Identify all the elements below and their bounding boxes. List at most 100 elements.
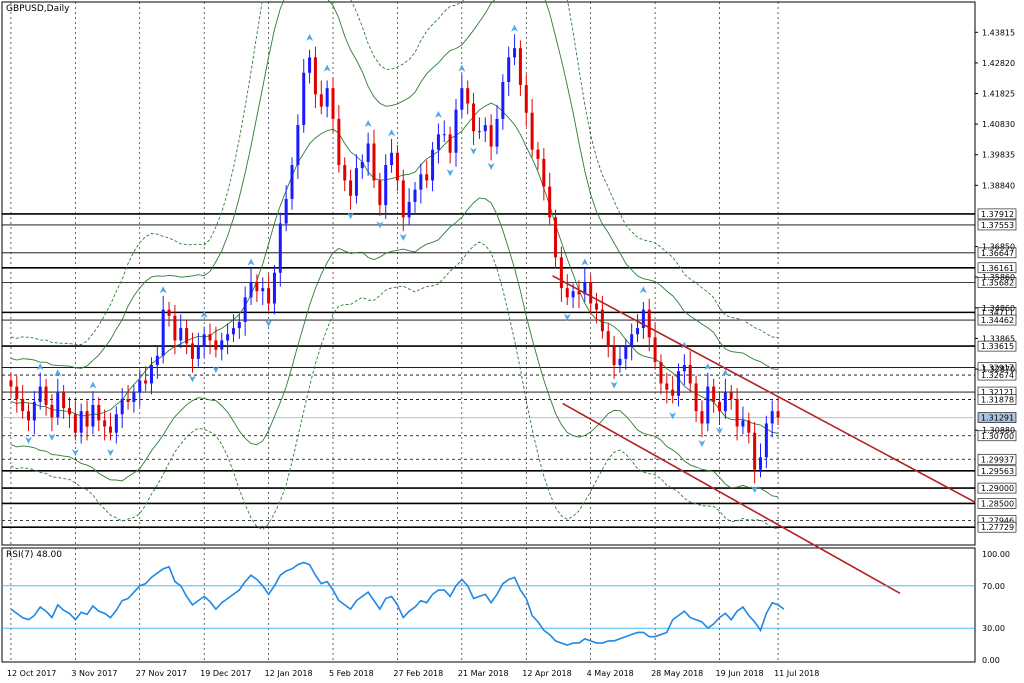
level-label-box: [977, 521, 1017, 533]
fractal-down-icon: [751, 486, 759, 494]
fractal-up-icon: [306, 33, 314, 41]
level-label-box: [977, 340, 1017, 352]
candle-body: [255, 281, 259, 292]
candle: [185, 320, 189, 355]
candle-body: [214, 340, 218, 350]
fractal-down-icon: [24, 436, 32, 444]
candle: [442, 120, 446, 142]
candle: [354, 154, 358, 204]
candle-body: [120, 398, 124, 415]
candle-body: [278, 223, 282, 273]
candle-body: [108, 426, 112, 433]
candle: [179, 314, 183, 349]
candle-body: [448, 134, 452, 153]
candle-body: [694, 383, 698, 412]
candle-body: [103, 420, 107, 427]
price-tick-label: 1.33865: [982, 334, 1015, 343]
candle-body: [249, 281, 253, 298]
fractal-up-icon: [247, 258, 255, 266]
fractal-down-icon: [48, 433, 56, 441]
fractal-down-icon: [399, 233, 407, 241]
candle: [718, 391, 722, 426]
date-tick-label: 12 Apr 2018: [522, 669, 571, 678]
candle: [190, 332, 194, 373]
candle-body: [577, 291, 581, 295]
price-tick-label: 1.43815: [982, 28, 1015, 37]
candle-body: [729, 392, 733, 399]
candle: [700, 400, 704, 438]
candle-body: [296, 125, 300, 166]
fractal-up-icon: [54, 369, 62, 377]
candle-body: [313, 57, 317, 95]
candle-body: [513, 48, 517, 58]
candle: [612, 335, 616, 379]
candle-body: [542, 158, 546, 187]
level-label: 1.33615: [981, 342, 1014, 351]
candle-body: [231, 328, 235, 335]
candle-body: [85, 411, 89, 427]
level-label: 1.31878: [981, 396, 1014, 405]
chart-title: GBPUSD,Daily: [6, 4, 70, 14]
candle-body: [536, 149, 540, 159]
candle-body: [114, 414, 118, 433]
date-tick-label: 19 Jun 2018: [716, 669, 764, 678]
level-label: 1.28500: [981, 499, 1014, 508]
middle-band: [10, 102, 779, 434]
candle: [114, 406, 118, 444]
fractal-down-icon: [265, 319, 273, 327]
candle-body: [753, 432, 757, 470]
candle-body: [97, 405, 101, 421]
candle: [507, 46, 511, 96]
rsi-tick-label: 30.00: [982, 624, 1005, 633]
candle: [284, 185, 288, 232]
candle: [343, 157, 347, 192]
level-label: 1.37912: [981, 210, 1014, 219]
candle-body: [44, 386, 48, 406]
candle-body: [589, 281, 593, 304]
candle: [319, 80, 323, 115]
candle: [606, 323, 610, 358]
level-label-box: [977, 369, 1017, 381]
candle: [249, 268, 253, 306]
candle: [641, 301, 645, 339]
candle-body: [600, 309, 604, 332]
candle: [577, 280, 581, 309]
candle-body: [688, 365, 692, 384]
level-label: 1.32674: [981, 371, 1014, 380]
candle-body: [425, 174, 429, 181]
candle-body: [73, 414, 77, 433]
candle-body: [349, 180, 353, 196]
candle-body: [612, 346, 616, 366]
candle: [559, 246, 563, 302]
candle: [272, 265, 276, 315]
level-label-box: [977, 314, 1017, 326]
level-label-box: [977, 412, 1017, 423]
candle: [79, 403, 83, 444]
candle: [208, 323, 212, 355]
candle: [595, 292, 599, 324]
candle: [196, 332, 200, 367]
candle: [390, 138, 394, 173]
channel-upper-line: [552, 275, 976, 503]
fractal-up-icon: [704, 363, 712, 371]
price-tick-label: 1.35860: [982, 273, 1015, 282]
candle-body: [559, 257, 563, 289]
candle: [325, 80, 329, 118]
candle-body: [647, 309, 651, 338]
date-tick-label: 27 Feb 2018: [393, 669, 443, 678]
candle: [97, 397, 101, 432]
candle-body: [507, 57, 511, 82]
candle: [50, 394, 54, 432]
candle-body: [747, 420, 751, 433]
candle: [770, 400, 774, 438]
candle: [688, 351, 692, 392]
candle: [665, 372, 669, 404]
candle: [231, 314, 235, 342]
candle: [723, 378, 727, 419]
candle-body: [606, 331, 610, 347]
candle-body: [237, 321, 241, 329]
level-label: 1.36161: [981, 264, 1014, 273]
level-label: 1.29000: [981, 484, 1014, 493]
